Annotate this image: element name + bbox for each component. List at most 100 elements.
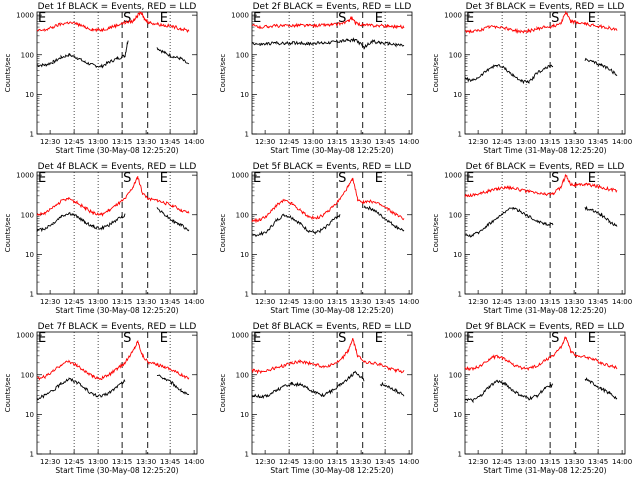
y-tick-label: 1000 — [444, 332, 462, 340]
y-tick-label: 10 — [453, 91, 462, 99]
x-tick-label: 13:00 — [88, 138, 108, 146]
y-tick-label: 100 — [21, 211, 34, 219]
x-tick-label: 14:00 — [612, 138, 632, 146]
plot-frame — [464, 331, 626, 455]
corner-e-label: E — [253, 331, 261, 346]
y-tick-label: 1 — [458, 451, 462, 459]
lld-series-line — [464, 10, 618, 35]
x-tick-label: 12:45 — [64, 298, 84, 306]
marker-start-label: S — [123, 11, 131, 26]
y-tick-label: 100 — [449, 211, 462, 219]
x-axis-label: Start Time (31-May-08 12:25:20) — [483, 146, 606, 155]
y-axis-label: Counts/sec — [219, 54, 227, 93]
y-tick-label: 1000 — [16, 172, 34, 180]
lld-series-line — [36, 11, 190, 34]
corner-e-label: E — [466, 11, 474, 26]
plot-frame — [36, 331, 198, 455]
x-axis-label: Start Time (31-May-08 12:25:20) — [483, 306, 606, 315]
x-tick-label: 13:30 — [351, 138, 371, 146]
lld-series-line — [251, 337, 405, 375]
plot-frame — [464, 171, 626, 295]
marker-end-label: E — [160, 331, 168, 346]
events-series-line — [251, 370, 405, 400]
x-tick-label: 13:00 — [88, 458, 108, 466]
corner-e-label: E — [253, 171, 261, 186]
y-axis-label: Counts/sec — [432, 214, 440, 253]
y-tick-label: 1 — [245, 131, 249, 139]
panel-6: Det 6f BLACK = Events, RED = LLD 1 10 100 10… — [432, 162, 632, 315]
marker-start-label: S — [123, 171, 131, 186]
x-tick-label: 12:30 — [255, 138, 275, 146]
y-tick-label: 1000 — [444, 12, 462, 20]
y-tick-label: 10 — [240, 411, 249, 419]
y-tick-label: 1000 — [231, 12, 249, 20]
x-tick-label: 13:00 — [303, 458, 323, 466]
marker-end-label: E — [588, 331, 596, 346]
marker-end-label: E — [160, 11, 168, 26]
x-tick-label: 13:00 — [516, 298, 536, 306]
y-tick-label: 1000 — [16, 332, 34, 340]
y-tick-label: 1000 — [231, 332, 249, 340]
x-tick-label: 12:30 — [40, 298, 60, 306]
x-tick-label: 13:45 — [588, 458, 608, 466]
x-tick-label: 13:00 — [516, 138, 536, 146]
y-tick-label: 100 — [449, 371, 462, 379]
x-tick-label: 13:15 — [540, 298, 560, 306]
x-tick-label: 13:15 — [112, 458, 132, 466]
y-tick-label: 10 — [25, 251, 34, 259]
x-tick-label: 13:15 — [540, 138, 560, 146]
x-tick-label: 13:15 — [540, 458, 560, 466]
x-axis-label: Start Time (30-May-08 12:25:20) — [55, 306, 178, 315]
y-tick-label: 10 — [25, 91, 34, 99]
y-axis-label: Counts/sec — [219, 374, 227, 413]
x-tick-label: 13:15 — [112, 138, 132, 146]
x-tick-label: 14:00 — [612, 458, 632, 466]
marker-start-label: S — [551, 171, 559, 186]
x-tick-label: 13:45 — [375, 138, 395, 146]
y-tick-label: 10 — [453, 251, 462, 259]
x-tick-label: 12:45 — [279, 138, 299, 146]
x-tick-label: 13:45 — [375, 458, 395, 466]
y-tick-label: 1 — [458, 131, 462, 139]
panel-4: Det 4f BLACK = Events, RED = LLD 1 10 100 10… — [4, 162, 204, 315]
x-tick-label: 12:45 — [279, 298, 299, 306]
y-axis-label: Counts/sec — [432, 374, 440, 413]
x-tick-label: 13:15 — [327, 298, 347, 306]
plot-frame — [36, 11, 198, 135]
marker-start-label: S — [338, 331, 346, 346]
x-tick-label: 12:45 — [492, 138, 512, 146]
panel-title: Det 8f BLACK = Events, RED = LLD — [253, 322, 412, 332]
y-tick-label: 1 — [30, 131, 34, 139]
x-tick-label: 13:00 — [303, 138, 323, 146]
panel-5: Det 5f BLACK = Events, RED = LLD 1 10 100 10… — [219, 162, 419, 315]
x-tick-label: 12:30 — [468, 458, 488, 466]
y-tick-label: 1 — [30, 291, 34, 299]
y-tick-label: 100 — [21, 51, 34, 59]
x-tick-label: 14:00 — [399, 298, 419, 306]
panel-9: Det 9f BLACK = Events, RED = LLD 1 10 100 10… — [432, 322, 632, 475]
plot-frame — [251, 171, 413, 295]
panel-3: Det 3f BLACK = Events, RED = LLD 1 10 100 10… — [432, 2, 632, 155]
corner-e-label: E — [466, 171, 474, 186]
lld-series-line — [36, 176, 190, 217]
y-axis-label: Counts/sec — [4, 54, 12, 93]
corner-e-label: E — [38, 11, 46, 26]
x-tick-label: 13:30 — [564, 298, 584, 306]
x-tick-label: 13:15 — [327, 138, 347, 146]
x-tick-label: 12:30 — [468, 298, 488, 306]
lld-series-line — [251, 16, 405, 30]
x-tick-label: 13:45 — [160, 298, 180, 306]
x-tick-label: 12:30 — [40, 458, 60, 466]
x-tick-label: 14:00 — [399, 458, 419, 466]
events-series-line — [464, 57, 618, 85]
marker-end-label: E — [375, 11, 383, 26]
x-tick-label: 12:45 — [492, 298, 512, 306]
y-tick-label: 10 — [453, 411, 462, 419]
x-axis-label: Start Time (30-May-08 12:25:20) — [270, 306, 393, 315]
marker-start-label: S — [551, 331, 559, 346]
x-tick-label: 14:00 — [399, 138, 419, 146]
events-series-line — [251, 205, 405, 238]
x-tick-label: 13:30 — [351, 458, 371, 466]
x-tick-label: 12:45 — [492, 458, 512, 466]
